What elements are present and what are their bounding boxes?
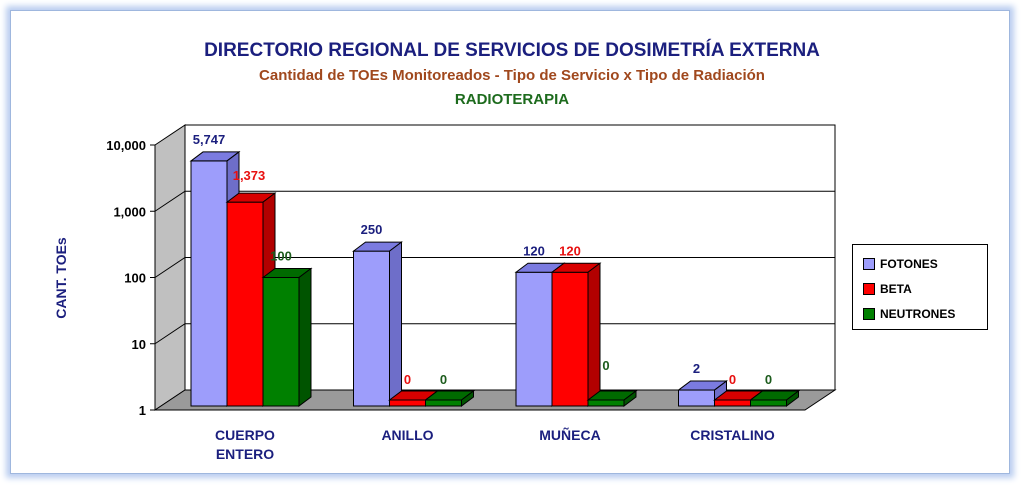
bar-neutrones bbox=[750, 399, 787, 407]
bar-side-neutrones bbox=[786, 390, 799, 407]
bar-beta bbox=[714, 399, 751, 407]
y-tick-label: 1,000 bbox=[113, 204, 146, 219]
chart-subtitle-2: RADIOTERAPIA bbox=[454, 91, 570, 108]
category-label: ENTERO bbox=[216, 446, 274, 462]
legend-swatch-beta bbox=[863, 282, 875, 295]
bar-fotones bbox=[678, 389, 715, 407]
legend-label-beta: BETA bbox=[880, 281, 912, 296]
gridline bbox=[154, 257, 835, 278]
bar-fotones bbox=[515, 271, 553, 407]
data-label: 2 bbox=[693, 361, 700, 376]
data-label: 0 bbox=[765, 372, 772, 387]
data-label: 0 bbox=[602, 358, 609, 373]
data-label: 120 bbox=[523, 243, 545, 258]
y-axis-label: CANT. TOEs bbox=[53, 237, 69, 319]
legend-item-neutrones: NEUTRONES bbox=[863, 301, 987, 326]
data-label: 120 bbox=[559, 243, 581, 258]
y-tick-label: 100 bbox=[124, 271, 146, 286]
legend-item-beta: BETA bbox=[863, 276, 987, 301]
data-label: 0 bbox=[404, 372, 411, 387]
data-label: 250 bbox=[361, 222, 383, 237]
data-label: 100 bbox=[270, 249, 292, 264]
y-tick-label: 10,000 bbox=[106, 138, 146, 153]
bar-beta bbox=[551, 271, 589, 407]
y-tick-label: 1 bbox=[139, 403, 146, 418]
bar-beta bbox=[389, 399, 426, 407]
category-label: CUERPO bbox=[215, 427, 275, 443]
bar-side-beta bbox=[587, 262, 601, 407]
bar-side-neutrones bbox=[298, 267, 312, 407]
category-label: ANILLO bbox=[381, 427, 433, 443]
data-label: 0 bbox=[729, 372, 736, 387]
legend-swatch-neutrones bbox=[863, 307, 875, 320]
legend-label-fotones: FOTONES bbox=[880, 256, 938, 271]
gridline bbox=[154, 190, 835, 212]
legend-item-fotones: FOTONES bbox=[863, 251, 987, 276]
y-tick-label: 10 bbox=[132, 337, 146, 352]
chart-title: DIRECTORIO REGIONAL DE SERVICIOS DE DOSI… bbox=[204, 40, 820, 61]
bar-neutrones bbox=[587, 399, 625, 407]
category-label: MUÑECA bbox=[539, 426, 600, 443]
bar-fotones bbox=[190, 160, 228, 407]
data-label: 1,373 bbox=[233, 168, 266, 183]
bar-fotones bbox=[353, 250, 390, 407]
category-label: CRISTALINO bbox=[690, 427, 775, 443]
data-label: 5,747 bbox=[193, 132, 226, 147]
chart-subtitle: Cantidad de TOEs Monitoreados - Tipo de … bbox=[259, 67, 765, 84]
legend-label-neutrones: NEUTRONES bbox=[880, 306, 956, 321]
bar-neutrones bbox=[425, 399, 462, 407]
bar-neutrones bbox=[262, 277, 300, 407]
legend-swatch-fotones bbox=[863, 257, 875, 270]
gridline bbox=[154, 323, 835, 345]
bar-side-fotones bbox=[389, 241, 402, 407]
bar-beta bbox=[226, 201, 264, 407]
legend: FOTONES BETA NEUTRONES bbox=[852, 244, 988, 330]
data-label: 0 bbox=[440, 372, 447, 387]
bar-side-neutrones bbox=[461, 390, 474, 407]
bar-side-neutrones bbox=[623, 390, 637, 407]
